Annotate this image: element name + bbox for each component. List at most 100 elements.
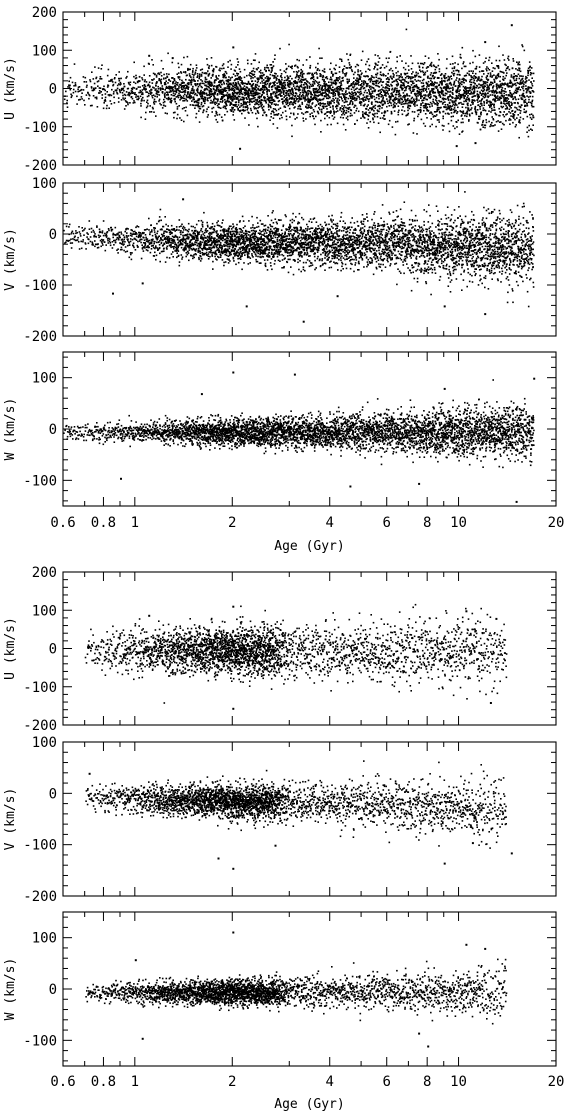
data-point — [363, 96, 366, 98]
data-point — [200, 97, 203, 100]
data-point — [336, 90, 339, 92]
data-point — [437, 77, 440, 79]
data-point — [472, 103, 474, 105]
data-point — [247, 107, 249, 109]
data-point — [106, 238, 109, 240]
data-point — [268, 99, 271, 102]
data-point — [110, 230, 113, 232]
data-point — [394, 93, 397, 96]
data-point — [294, 64, 297, 67]
data-point — [221, 101, 223, 103]
data-point — [232, 73, 235, 75]
data-point — [339, 87, 342, 90]
data-point — [205, 87, 208, 90]
data-point — [471, 112, 473, 114]
data-point — [198, 77, 200, 80]
data-point — [312, 80, 314, 83]
data-point — [444, 73, 447, 75]
data-point — [321, 105, 324, 108]
data-point — [432, 92, 434, 94]
data-point — [226, 104, 228, 107]
data-point — [322, 74, 324, 77]
data-point — [417, 79, 420, 82]
data-point — [239, 70, 242, 73]
data-point — [268, 90, 271, 92]
data-point — [523, 95, 525, 97]
data-point — [158, 72, 160, 74]
data-point — [70, 247, 73, 249]
data-point — [262, 109, 264, 111]
data-point — [351, 97, 354, 99]
data-point — [406, 98, 409, 101]
data-point — [363, 104, 365, 107]
data-point — [531, 100, 533, 103]
data-point — [292, 85, 295, 87]
data-point — [79, 98, 81, 101]
data-point — [502, 79, 505, 81]
data-point — [453, 80, 456, 83]
data-point — [254, 76, 256, 78]
data-point — [461, 78, 463, 81]
data-point — [486, 89, 488, 91]
data-point — [89, 79, 91, 81]
data-point — [411, 73, 413, 75]
data-point — [91, 71, 93, 73]
data-point — [269, 77, 271, 79]
data-point — [238, 101, 240, 104]
data-point — [343, 93, 345, 95]
data-point — [146, 84, 149, 87]
data-point — [525, 75, 527, 78]
data-point — [258, 77, 260, 80]
data-point — [456, 112, 458, 115]
data-point — [341, 93, 343, 95]
data-point — [477, 101, 479, 103]
data-point — [397, 84, 400, 86]
data-point — [304, 111, 307, 114]
data-point — [318, 47, 320, 50]
data-point — [312, 76, 315, 78]
data-point — [423, 78, 425, 81]
data-point — [522, 80, 524, 82]
data-point — [484, 96, 487, 98]
data-point — [495, 91, 497, 93]
data-point — [512, 113, 514, 115]
data-point — [461, 118, 464, 120]
data-point — [448, 106, 451, 108]
data-point — [531, 99, 534, 102]
data-point — [157, 91, 160, 93]
data-point — [460, 81, 463, 83]
data-point — [318, 89, 320, 91]
data-point — [120, 99, 123, 101]
data-point — [73, 85, 75, 87]
data-point — [143, 65, 145, 68]
data-point — [270, 82, 272, 84]
data-point — [431, 123, 433, 126]
data-point — [283, 70, 286, 72]
data-point — [436, 108, 438, 111]
data-point — [455, 79, 457, 81]
data-point — [514, 118, 516, 121]
data-point — [374, 100, 377, 103]
data-point — [115, 74, 117, 76]
data-point — [384, 102, 386, 105]
data-point — [118, 88, 121, 91]
data-point — [439, 112, 441, 114]
data-point — [247, 95, 249, 98]
data-point — [96, 225, 98, 227]
data-point — [279, 89, 281, 91]
data-point — [430, 63, 432, 65]
data-point — [196, 83, 199, 85]
data-point — [93, 235, 95, 237]
data-point — [328, 116, 331, 119]
data-point — [311, 107, 313, 109]
data-point — [215, 79, 217, 81]
data-point — [188, 95, 191, 98]
data-point — [512, 97, 515, 100]
data-point — [316, 99, 318, 101]
data-point — [237, 86, 239, 88]
data-point — [395, 91, 398, 94]
data-point — [441, 82, 443, 85]
data-point — [325, 95, 327, 98]
data-point — [65, 90, 67, 93]
data-point — [94, 87, 97, 89]
